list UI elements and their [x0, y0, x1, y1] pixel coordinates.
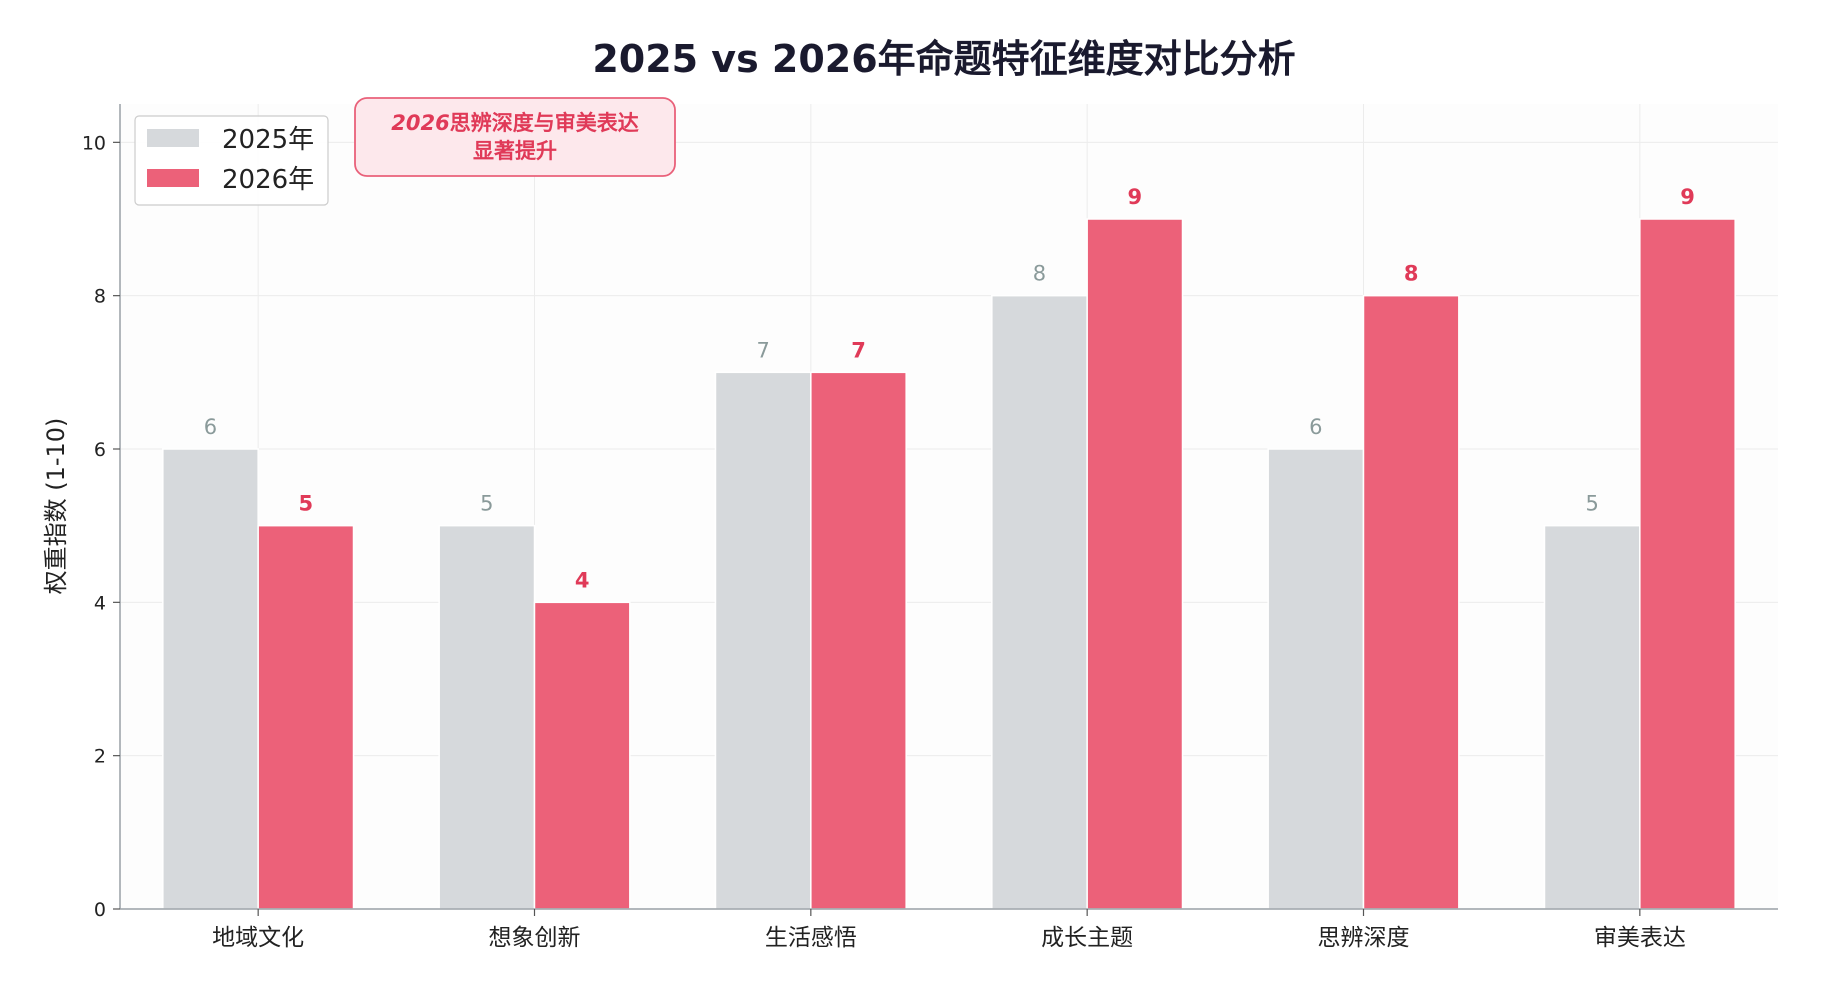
annotation: 2026思辨深度与审美表达 显著提升: [354, 97, 676, 177]
bar-2025-5: [1543, 524, 1641, 910]
x-tick-label-5: 审美表达: [1594, 925, 1686, 951]
data-label-2026-5: 9: [1680, 185, 1695, 209]
data-label-2025-5: 5: [1585, 492, 1598, 516]
y-tick-label-0: 0: [94, 899, 106, 921]
data-label-2026-0: 5: [299, 492, 314, 516]
bar-2026-0: [257, 524, 355, 910]
y-tick-label-4: 8: [94, 286, 106, 308]
x-tick-label-2: 生活感悟: [765, 925, 857, 951]
bar-2026-1: [533, 601, 631, 910]
y-tick-label-3: 6: [94, 439, 106, 461]
y-tick-label-2: 4: [94, 592, 106, 614]
y-axis-label: 权重指数 (1-10): [42, 418, 70, 595]
bar-2026-5: [1639, 218, 1736, 910]
bar-2026-3: [1086, 218, 1184, 910]
y-ticks: 0 2 4 6 8 10: [82, 132, 120, 921]
annotation-box: [354, 97, 676, 177]
legend-swatch-2025: [147, 129, 199, 147]
data-label-2025-0: 6: [204, 415, 217, 439]
bar-2025-0: [162, 448, 259, 910]
annotation-line-1-rest: 思辨深度与审美表达: [450, 111, 639, 135]
plot-area-background: [120, 104, 1778, 909]
y-tick-label-5: 10: [82, 132, 106, 154]
data-label-2025-1: 5: [480, 492, 493, 516]
annotation-line-2: 显著提升: [473, 139, 557, 163]
bar-2025-3: [991, 294, 1088, 910]
bar-2026-2: [810, 371, 907, 910]
chart-title: 2025 vs 2026年命题特征维度对比分析: [592, 37, 1295, 81]
annotation-line-1: 2026思辨深度与审美表达: [391, 111, 638, 135]
x-tick-label-4: 思辨深度: [1318, 925, 1410, 951]
x-ticks: 地域文化 想象创新 生活感悟 成长主题 思辨深度 审美表达: [212, 909, 1686, 951]
data-label-2025-2: 7: [756, 338, 769, 362]
data-labels: 6 5 5 4 7 7 8 9 6 8 5 9: [204, 185, 1695, 592]
data-label-2025-4: 6: [1309, 415, 1322, 439]
bar-2025-1: [438, 524, 536, 910]
data-label-2026-1: 4: [575, 568, 590, 592]
legend-swatch-2026: [147, 169, 199, 187]
x-tick-label-1: 想象创新: [489, 925, 581, 951]
legend-label-2026: 2026年: [222, 165, 314, 195]
bar-2026-4: [1362, 294, 1460, 910]
legend: 2025年 2026年: [134, 115, 329, 206]
bar-2025-4: [1267, 448, 1365, 910]
data-label-2026-2: 7: [851, 338, 866, 362]
bars: [162, 218, 1736, 910]
data-label-2025-3: 8: [1033, 262, 1046, 286]
legend-label-2025: 2025年: [222, 125, 314, 155]
annotation-year: 2026: [391, 111, 449, 135]
data-label-2026-4: 8: [1404, 262, 1419, 286]
y-tick-label-1: 2: [94, 746, 106, 768]
x-tick-label-3: 成长主题: [1041, 925, 1133, 951]
x-tick-label-0: 地域文化: [212, 925, 304, 951]
data-label-2026-3: 9: [1128, 185, 1143, 209]
bar-2025-2: [714, 371, 812, 910]
